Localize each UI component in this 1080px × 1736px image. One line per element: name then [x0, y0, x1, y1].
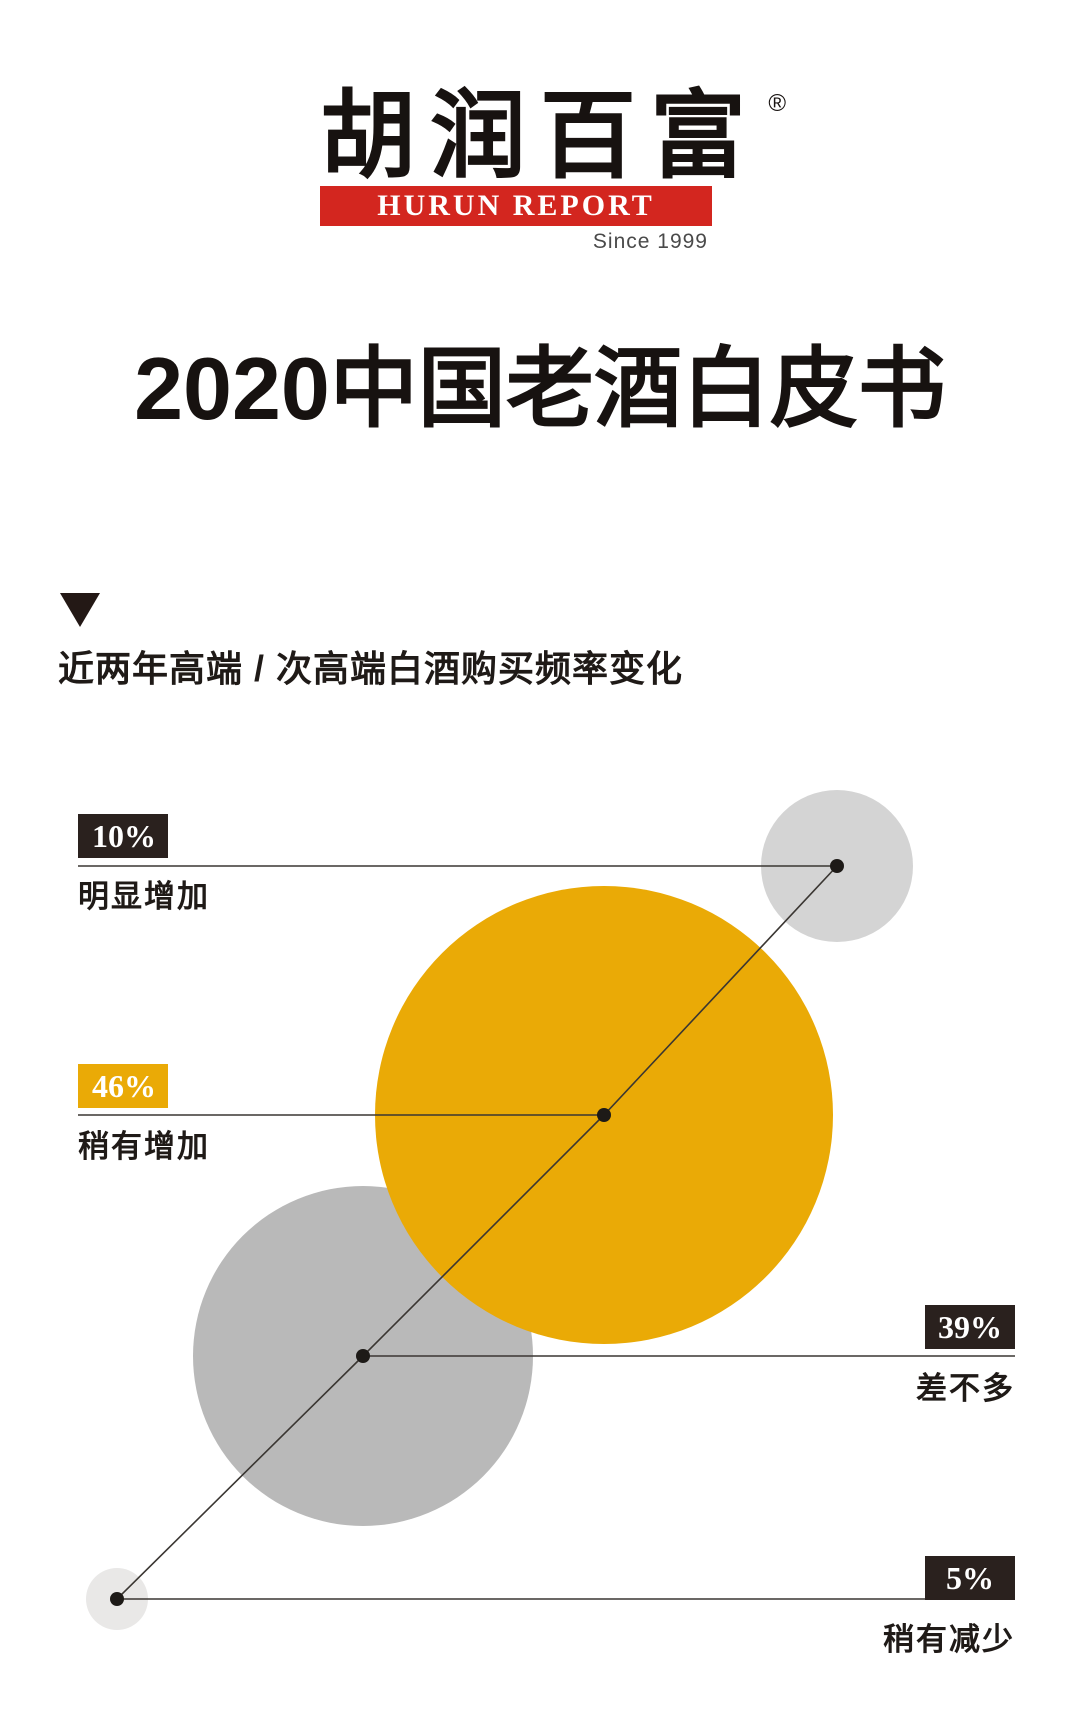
- section-marker-triangle-icon: [60, 593, 100, 627]
- hurun-logo: 胡润百富 ® HURUN REPORT Since 1999: [320, 79, 786, 254]
- value-text: 10%: [92, 818, 156, 854]
- registered-trademark-icon: ®: [768, 90, 786, 117]
- logo-english-text: HURUN REPORT: [377, 189, 655, 222]
- logo-since-text: Since 1999: [592, 230, 708, 253]
- category-label-slight-decrease: 稍有减少: [883, 1622, 1015, 1657]
- category-label-slight-increase: 稍有增加: [78, 1129, 210, 1164]
- center-dot-about-the-same: [356, 1349, 370, 1363]
- value-text: 5%: [946, 1560, 994, 1596]
- logo-banner: HURUN REPORT: [320, 186, 712, 226]
- header: 胡润百富 ® HURUN REPORT Since 1999: [0, 88, 1080, 254]
- value-box-slight-increase: 46%: [78, 1064, 168, 1108]
- page-title: 2020中国老酒白皮书: [134, 339, 946, 438]
- value-text: 46%: [92, 1068, 156, 1104]
- value-box-slight-decrease: 5%: [925, 1556, 1015, 1600]
- logo-chinese-text: 胡润百富: [320, 79, 760, 192]
- category-label-about-the-same: 差不多: [916, 1371, 1015, 1406]
- center-dot-slight-decrease: [110, 1592, 124, 1606]
- center-dot-slight-increase: [597, 1108, 611, 1122]
- center-dot-significant-increase: [830, 859, 844, 873]
- value-box-significant-increase: 10%: [78, 814, 168, 858]
- chart-heading: 近两年高端 / 次高端白酒购买频率变化: [58, 648, 684, 689]
- connector-line: [116, 865, 838, 1600]
- value-text: 39%: [938, 1309, 1002, 1345]
- value-box-about-the-same: 39%: [925, 1305, 1015, 1349]
- category-label-significant-increase: 明显增加: [78, 879, 210, 914]
